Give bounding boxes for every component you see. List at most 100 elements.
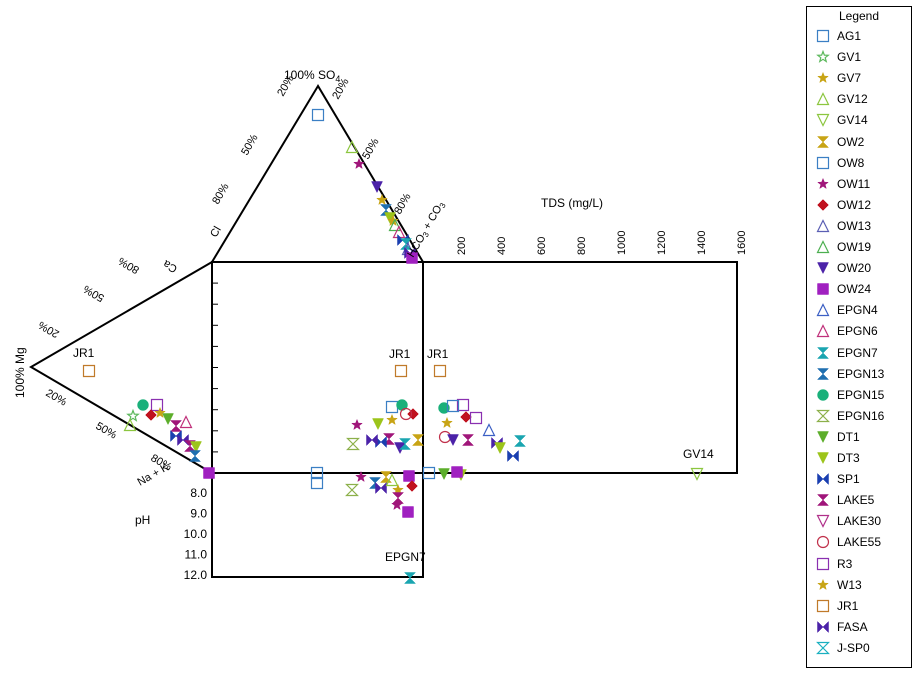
legend-item: GV12	[815, 90, 868, 108]
legend-symbol-icon	[816, 346, 830, 359]
ca-label: Ca	[161, 257, 180, 275]
legend-label: LAKE55	[837, 535, 882, 550]
point-gv7	[386, 413, 398, 426]
annotation-label: JR1	[73, 346, 95, 360]
legend-marker	[817, 71, 829, 84]
legend-label: R3	[837, 556, 853, 571]
point-jr1	[82, 364, 96, 378]
legend-label: OW20	[837, 261, 872, 276]
legend-item: EPGN7	[815, 344, 878, 362]
data-points	[82, 108, 704, 584]
tick-label: 20%	[36, 318, 61, 340]
ph-tick-label: 11.0	[185, 548, 208, 562]
tick-label: 50%	[94, 420, 119, 442]
legend-marker	[817, 452, 829, 465]
point-epgn7	[399, 238, 413, 250]
legend-symbol-icon	[816, 409, 830, 422]
legend-label: EPGN6	[837, 324, 878, 339]
legend-label: JR1	[837, 598, 859, 613]
legend-symbol-icon	[816, 536, 830, 549]
annotation-label: EPGN7	[385, 550, 426, 564]
legend-item: EPGN16	[815, 407, 884, 425]
legend-label: OW11	[837, 176, 871, 191]
legend-label: EPGN7	[837, 345, 878, 360]
annotation-label: GV14	[683, 447, 714, 461]
legend-item: GV1	[815, 48, 861, 66]
point-epgn6	[179, 415, 193, 429]
tds-tick-label: 600	[536, 237, 548, 255]
legend-marker	[817, 283, 829, 295]
point-gv14	[690, 467, 704, 481]
legend-label: OW12	[837, 197, 872, 212]
legend-label: AG1	[837, 29, 862, 43]
legend-symbol-icon	[817, 198, 829, 211]
legend-marker	[816, 92, 830, 106]
durov-diagram: 20%50%80%20%50%80%20%50%80%80%50%20%200 4…	[13, 68, 748, 584]
legend-item: EPGN13	[815, 365, 884, 383]
point-ow12	[406, 480, 418, 492]
point-ow11	[391, 498, 403, 511]
legend-marker	[817, 177, 829, 189]
legend-item: FASA	[815, 618, 868, 636]
point-gv12	[123, 418, 137, 432]
point-dt3	[190, 441, 202, 454]
legend-marker	[816, 409, 830, 422]
tds-label: TDS (mg/L)	[541, 196, 603, 210]
tds-tick-label: 400	[496, 237, 508, 255]
legend-marker	[816, 29, 830, 43]
legend-symbol-icon	[817, 431, 829, 443]
point-ow24	[402, 506, 414, 518]
legend-symbol-icon	[816, 494, 830, 506]
legend-symbol-icon	[816, 156, 830, 169]
legend-item: GV7	[815, 69, 861, 87]
legend-item: J-SP0	[815, 639, 870, 657]
ph-panel	[211, 472, 424, 578]
point-ow24	[451, 466, 463, 478]
point-ag1	[446, 399, 460, 413]
legend-marker	[816, 494, 830, 506]
anion-triangle	[210, 84, 425, 263]
legend-item: EPGN15	[815, 386, 884, 404]
legend-symbol-icon	[816, 240, 830, 254]
point-lake5	[169, 420, 183, 432]
legend-marker	[816, 324, 830, 338]
point-fasa	[177, 433, 189, 447]
point-ow19	[388, 218, 402, 232]
legend-item: R3	[815, 555, 852, 573]
legend-label: OW8	[837, 155, 865, 170]
legend-marker	[816, 641, 830, 654]
point-w13	[376, 193, 388, 206]
point-gv7	[441, 416, 453, 429]
legend-marker	[816, 557, 830, 570]
ph-label: pH	[135, 513, 150, 527]
legend-symbol-icon	[816, 641, 830, 654]
legend-item: OW13	[815, 217, 871, 235]
point-gv12	[345, 140, 359, 154]
legend-label: SP1	[837, 472, 860, 487]
legend-marker	[817, 620, 829, 633]
point-epgn13	[188, 450, 202, 462]
legend-marker	[817, 198, 829, 211]
legend-symbol-icon	[817, 388, 829, 401]
legend-label: LAKE30	[837, 514, 882, 529]
legend-item: EPGN6	[815, 322, 878, 340]
legend-marker	[816, 346, 830, 359]
legend-marker	[816, 303, 830, 317]
legend-marker	[816, 515, 830, 529]
legend-symbol-icon	[817, 472, 829, 486]
ph-tick-label: 9.0	[190, 507, 207, 521]
legend-symbol-icon	[817, 620, 829, 633]
point-ow24	[203, 467, 215, 479]
point-gv7	[154, 406, 166, 419]
point-epgn4	[482, 423, 496, 437]
legend-label: GV14	[837, 113, 868, 128]
point-ag1	[385, 400, 399, 414]
tds-tick-label: 800	[576, 237, 588, 255]
legend-symbol-icon	[817, 283, 829, 295]
tick-label: 50%	[81, 282, 106, 304]
tick-label: 50%	[239, 132, 261, 157]
legend-symbol-icon	[816, 49, 830, 63]
legend-symbol-icon	[816, 515, 830, 529]
point-gv12	[385, 473, 399, 487]
legend-symbol-icon	[816, 219, 830, 232]
